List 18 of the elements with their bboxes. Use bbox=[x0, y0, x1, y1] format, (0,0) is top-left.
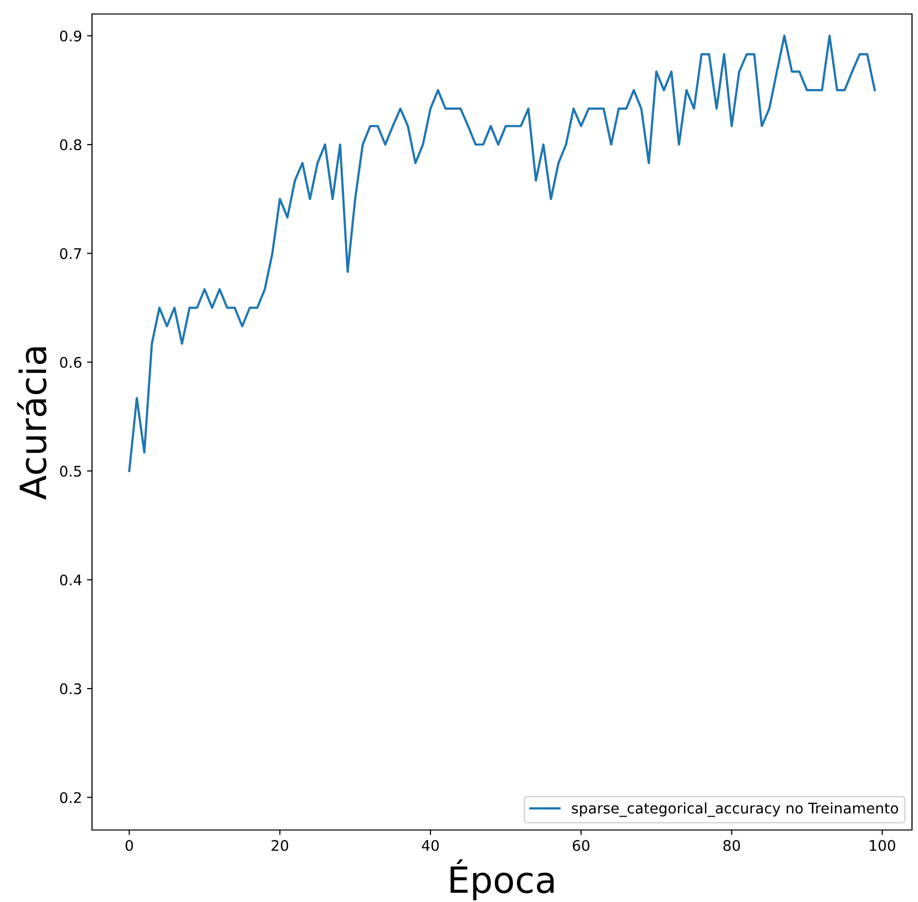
x-tick-label: 80 bbox=[723, 840, 740, 852]
y-tick-label: 0.4 bbox=[60, 574, 82, 586]
y-tick-label: 0.5 bbox=[60, 466, 82, 477]
line-series bbox=[128, 34, 876, 472]
x-tick-label: 60 bbox=[572, 840, 590, 852]
x-tick-label: 0 bbox=[126, 840, 133, 852]
y-tick-label: 0.7 bbox=[60, 248, 82, 260]
x-axis-title: Época bbox=[450, 859, 554, 900]
legend-label: sparse_categorical_accuracy no Treinamento bbox=[572, 802, 898, 817]
y-tick-label: 0.2 bbox=[60, 792, 81, 804]
y-tick-label: 0.8 bbox=[60, 139, 82, 150]
x-tick-label: 40 bbox=[422, 840, 439, 852]
y-tick-label: 0.9 bbox=[60, 30, 82, 42]
y-axis-title: Acurácia bbox=[17, 347, 47, 500]
y-tick-label: 0.3 bbox=[60, 683, 82, 694]
x-tick-label: 100 bbox=[870, 840, 896, 852]
x-tick-label: 20 bbox=[272, 840, 288, 852]
y-tick-label: 0.6 bbox=[60, 356, 82, 368]
